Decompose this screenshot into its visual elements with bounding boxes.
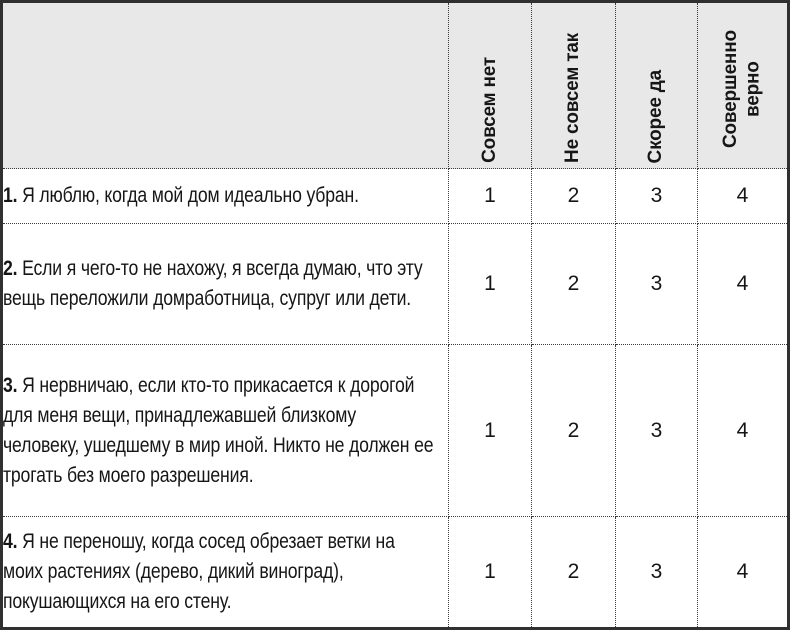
- question: 3. Я нервничаю, если кто-то прикасается …: [3, 371, 436, 491]
- question-number: 1.: [3, 184, 18, 208]
- rating-cell: 4: [697, 223, 789, 346]
- rating-cell: 1: [448, 223, 532, 346]
- column-header-4: Совершенно верно: [697, 1, 789, 169]
- rating-cell: 2: [531, 515, 616, 630]
- column-header-label: Совсем нет: [478, 57, 500, 163]
- rating-cell: 2: [531, 344, 616, 517]
- rating-cell: 4: [697, 167, 789, 225]
- question-text: Если я чего-то не нахожу, я всегда думаю…: [3, 257, 423, 311]
- question: 2. Если я чего-то не нахожу, я всегда ду…: [3, 254, 436, 314]
- table-row: 2. Если я чего-то не нахожу, я всегда ду…: [1, 223, 789, 346]
- question-text: Я нервничаю, если кто-то прикасается к д…: [3, 373, 434, 487]
- table-body: 1. Я люблю, когда мой дом идеально убран…: [1, 167, 789, 630]
- rating-cell: 1: [448, 515, 532, 630]
- question: 1. Я люблю, когда мой дом идеально убран…: [3, 181, 436, 211]
- rating-cell: 3: [615, 515, 698, 630]
- rating-cell: 2: [531, 167, 616, 225]
- table-row: 1. Я люблю, когда мой дом идеально убран…: [1, 167, 789, 225]
- question-number: 3.: [3, 373, 18, 397]
- rating-cell: 3: [615, 344, 698, 517]
- column-header-2: Не совсем так: [531, 1, 616, 169]
- question-number: 2.: [3, 257, 18, 281]
- question-text: Я не переношу, когда сосед обрезает ветк…: [3, 529, 395, 613]
- table-row: 4. Я не переношу, когда сосед обрезает в…: [1, 515, 789, 630]
- column-header-label: Скорее да: [645, 69, 667, 163]
- column-header-1: Совсем нет: [448, 1, 532, 169]
- question-cell: 4. Я не переношу, когда сосед обрезает в…: [1, 515, 449, 630]
- rating-cell: 3: [615, 167, 698, 225]
- rating-cell: 4: [697, 344, 789, 517]
- column-header-label: Совершенно верно: [720, 30, 764, 148]
- rating-cell: 1: [448, 167, 532, 225]
- header-question-cell: [1, 1, 449, 169]
- column-header-3: Скорее да: [615, 1, 698, 169]
- rating-cell: 3: [615, 223, 698, 346]
- question: 4. Я не переношу, когда сосед обрезает в…: [3, 527, 436, 617]
- question-cell: 1. Я люблю, когда мой дом идеально убран…: [1, 167, 449, 225]
- rating-cell: 1: [448, 344, 532, 517]
- question-cell: 3. Я нервничаю, если кто-то прикасается …: [1, 344, 449, 517]
- rating-cell: 4: [697, 515, 789, 630]
- question-cell: 2. Если я чего-то не нахожу, я всегда ду…: [1, 223, 449, 346]
- table-header-row: Совсем нет Не совсем так Скорее да Совершен…: [1, 1, 789, 169]
- question-number: 4.: [3, 529, 18, 553]
- rating-cell: 2: [531, 223, 616, 346]
- question-text: Я люблю, когда мой дом идеально убран.: [22, 184, 359, 208]
- column-header-label: Не совсем так: [562, 33, 584, 163]
- table-row: 3. Я нервничаю, если кто-то прикасается …: [1, 344, 789, 517]
